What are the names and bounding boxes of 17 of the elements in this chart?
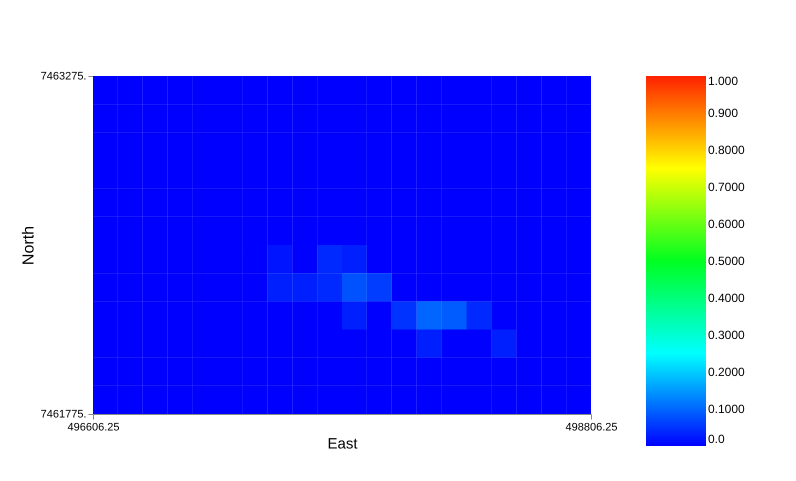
- x-axis-title: East: [327, 436, 358, 452]
- color-bar-label: 0.0: [708, 432, 726, 446]
- color-bar-label: 0.7000: [708, 180, 746, 194]
- color-bar-label: 0.4000: [708, 291, 746, 305]
- color-bar-label: 0.5000: [708, 254, 746, 268]
- color-bar-label: 0.2000: [708, 365, 746, 379]
- color-bar-label: 0.3000: [708, 328, 746, 342]
- y-axis-title: North: [20, 226, 38, 266]
- y-tick-label: 7461775.: [40, 408, 86, 420]
- y-tick-label: 7463275.: [40, 70, 86, 82]
- color-bar-label: 0.900: [708, 106, 738, 120]
- color-bar-label: 0.8000: [708, 143, 746, 157]
- x-tick-label: 498806.25: [566, 422, 618, 434]
- color-bar-label: 0.6000: [708, 217, 746, 231]
- color-bar-label: 1.000: [708, 74, 738, 88]
- x-tick-label: 496606.25: [68, 422, 120, 434]
- color-bar-label: 0.1000: [708, 402, 746, 416]
